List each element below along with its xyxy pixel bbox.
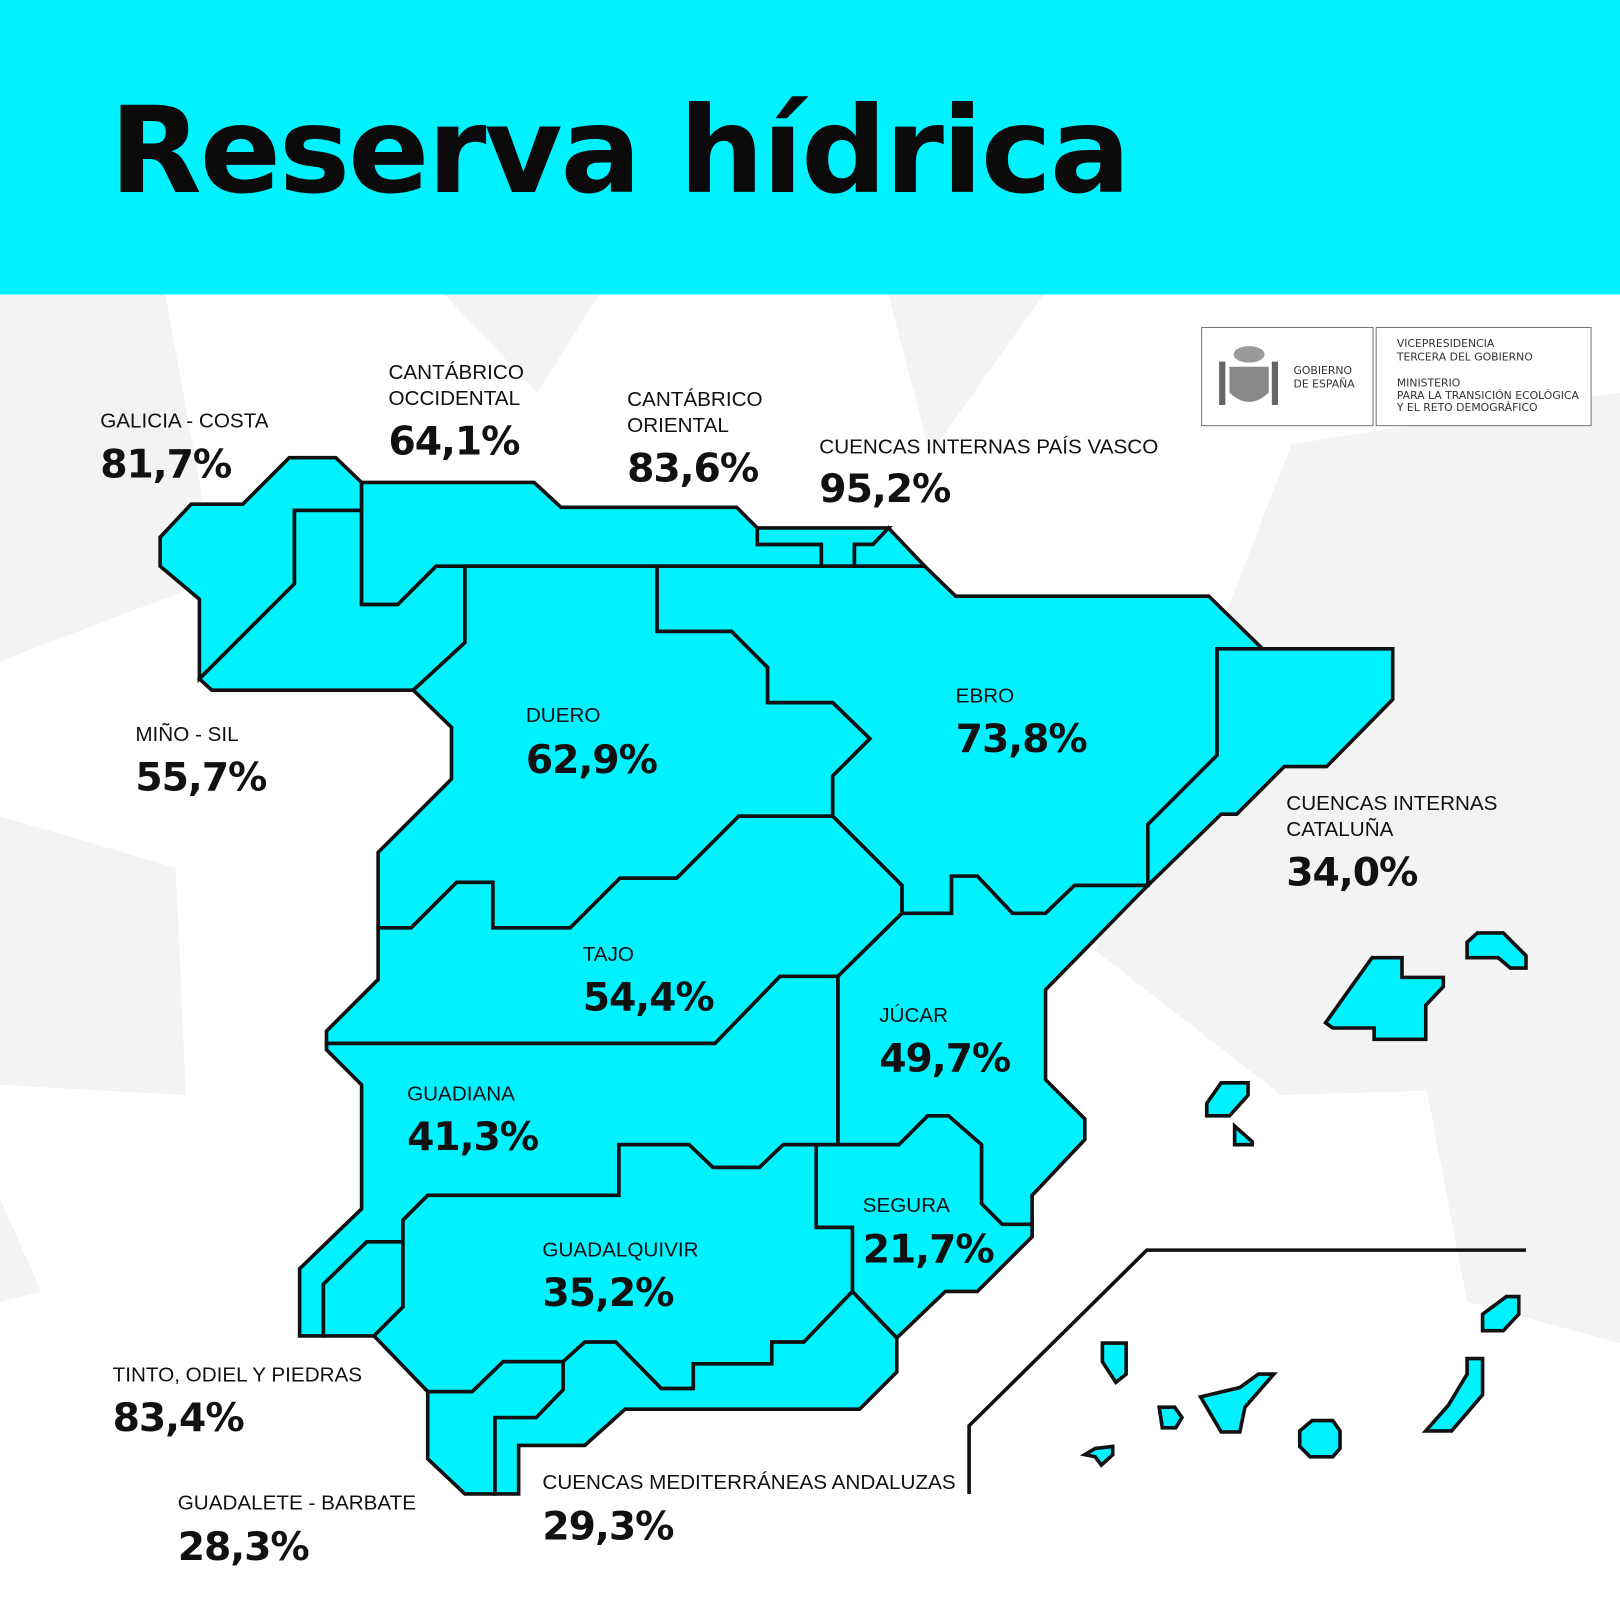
svg-text:73,8%: 73,8% <box>956 717 1088 762</box>
svg-text:Y EL RETO DEMOGRÁFICO: Y EL RETO DEMOGRÁFICO <box>1396 401 1538 414</box>
svg-text:CANTÁBRICO: CANTÁBRICO <box>627 388 762 411</box>
svg-text:DE ESPAÑA: DE ESPAÑA <box>1294 377 1356 390</box>
island-fuerteventura <box>1421 1356 1485 1433</box>
svg-text:GALICIA - COSTA: GALICIA - COSTA <box>100 410 269 433</box>
page-title: Reserva hídrica <box>110 82 1129 221</box>
svg-text:64,1%: 64,1% <box>388 420 520 465</box>
label-ebro: EBRO 73,8% <box>956 685 1089 763</box>
svg-text:49,7%: 49,7% <box>879 1036 1011 1081</box>
island-formentera <box>1232 1122 1255 1147</box>
coat-of-arms-icon <box>1219 346 1279 405</box>
island-menorca <box>1465 931 1528 970</box>
svg-text:GUADALETE - BARBATE: GUADALETE - BARBATE <box>178 1491 416 1514</box>
svg-text:GUADALQUIVIR: GUADALQUIVIR <box>542 1238 698 1261</box>
island-tenerife <box>1197 1372 1278 1434</box>
label-cantabrico-occidental: CANTÁBRICO OCCIDENTAL 64,1% <box>388 361 523 464</box>
svg-text:95,2%: 95,2% <box>819 467 951 512</box>
svg-text:41,3%: 41,3% <box>407 1115 539 1160</box>
label-cantabrico-oriental: CANTÁBRICO ORIENTAL 83,6% <box>627 388 762 491</box>
label-tajo: TAJO 54,4% <box>583 943 716 1021</box>
svg-text:55,7%: 55,7% <box>135 755 267 800</box>
background-shapes <box>0 294 1620 1344</box>
label-segura: SEGURA 21,7% <box>863 1194 996 1273</box>
labels: GALICIA - COSTA 81,7% CANTÁBRICO OCCIDEN… <box>100 361 1497 1570</box>
label-galicia-costa: GALICIA - COSTA 81,7% <box>100 410 269 488</box>
svg-text:83,4%: 83,4% <box>113 1396 245 1441</box>
svg-text:VICEPRESIDENCIA: VICEPRESIDENCIA <box>1397 337 1495 350</box>
svg-text:OCCIDENTAL: OCCIDENTAL <box>388 387 520 410</box>
svg-text:83,6%: 83,6% <box>627 446 759 491</box>
label-guadalete-barbate: GUADALETE - BARBATE 28,3% <box>178 1491 416 1570</box>
svg-text:CANTÁBRICO: CANTÁBRICO <box>388 361 523 384</box>
island-la-palma <box>1100 1341 1128 1386</box>
svg-text:TINTO, ODIEL Y PIEDRAS: TINTO, ODIEL Y PIEDRAS <box>113 1363 362 1386</box>
government-logo: GOBIERNO DE ESPAÑA VICEPRESIDENCIA TERCE… <box>1201 326 1592 427</box>
label-cataluna: CUENCAS INTERNAS CATALUÑA 34,0% <box>1286 792 1497 895</box>
island-gran-canaria <box>1297 1418 1342 1459</box>
island-lanzarote <box>1480 1294 1521 1333</box>
svg-text:CUENCAS MEDITERRÁNEAS ANDALUZA: CUENCAS MEDITERRÁNEAS ANDALUZAS <box>542 1471 955 1494</box>
label-guadalquivir: GUADALQUIVIR 35,2% <box>542 1238 698 1316</box>
svg-text:TERCERA DEL GOBIERNO: TERCERA DEL GOBIERNO <box>1396 351 1533 364</box>
label-pais-vasco: CUENCAS INTERNAS PAÍS VASCO 95,2% <box>819 436 1158 513</box>
island-el-hierro <box>1079 1444 1115 1468</box>
svg-text:28,3%: 28,3% <box>178 1525 310 1570</box>
canarias-inset-frame <box>967 1248 1526 1494</box>
svg-text:DUERO: DUERO <box>526 704 601 727</box>
svg-text:JÚCAR: JÚCAR <box>879 1004 948 1027</box>
region-guadalete-barbate[interactable] <box>425 1359 565 1496</box>
label-mediterraneas-andaluzas: CUENCAS MEDITERRÁNEAS ANDALUZAS 29,3% <box>542 1471 955 1550</box>
svg-text:54,4%: 54,4% <box>583 975 715 1020</box>
svg-text:CUENCAS INTERNAS PAÍS VASCO: CUENCAS INTERNAS PAÍS VASCO <box>819 436 1158 459</box>
svg-text:GUADIANA: GUADIANA <box>407 1082 515 1105</box>
svg-text:62,9%: 62,9% <box>526 738 658 783</box>
header-band <box>0 0 1620 295</box>
svg-text:35,2%: 35,2% <box>542 1271 674 1316</box>
svg-text:21,7%: 21,7% <box>863 1228 995 1273</box>
svg-text:PARA LA TRANSICIÓN ECOLÓGICA: PARA LA TRANSICIÓN ECOLÓGICA <box>1397 389 1580 402</box>
region-cataluna[interactable] <box>1146 647 1395 890</box>
svg-text:MIÑO - SIL: MIÑO - SIL <box>135 722 238 746</box>
label-mino-sil: MIÑO - SIL 55,7% <box>135 722 268 801</box>
label-guadiana: GUADIANA 41,3% <box>407 1082 540 1160</box>
island-la-gomera <box>1157 1405 1185 1430</box>
svg-text:34,0%: 34,0% <box>1286 850 1418 895</box>
svg-text:GOBIERNO: GOBIERNO <box>1294 364 1353 377</box>
svg-text:EBRO: EBRO <box>956 685 1015 708</box>
svg-text:CUENCAS INTERNAS: CUENCAS INTERNAS <box>1286 792 1497 815</box>
island-ibiza <box>1204 1080 1250 1118</box>
svg-text:SEGURA: SEGURA <box>863 1194 950 1217</box>
label-tinto-odiel-piedras: TINTO, ODIEL Y PIEDRAS 83,4% <box>113 1363 362 1441</box>
basins-map <box>158 455 1528 1496</box>
svg-text:CATALUÑA: CATALUÑA <box>1286 817 1393 841</box>
svg-text:MINISTERIO: MINISTERIO <box>1397 376 1460 389</box>
svg-text:TAJO: TAJO <box>583 943 634 966</box>
label-duero: DUERO 62,9% <box>526 704 659 783</box>
svg-text:29,3%: 29,3% <box>542 1504 674 1549</box>
svg-text:ORIENTAL: ORIENTAL <box>627 414 729 437</box>
island-mallorca <box>1323 955 1446 1042</box>
label-jucar: JÚCAR 49,7% <box>879 1004 1012 1082</box>
svg-text:81,7%: 81,7% <box>100 442 232 487</box>
